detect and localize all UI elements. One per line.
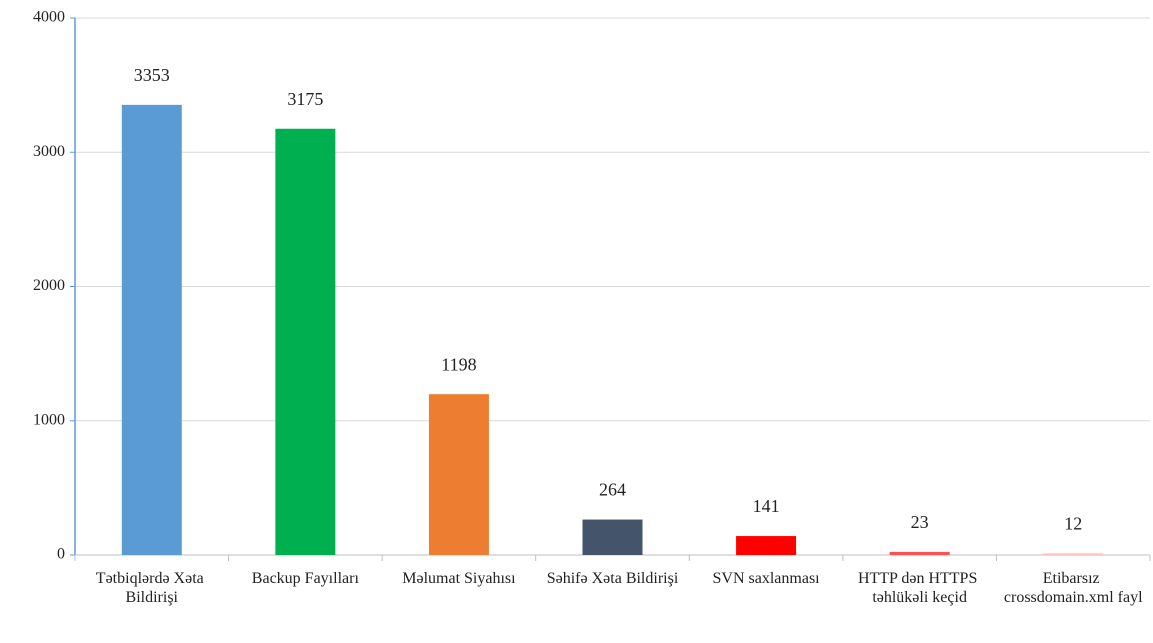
data-label: 23 bbox=[911, 512, 929, 532]
x-tick-label: Səhifə Xəta Bildirişi bbox=[547, 570, 679, 587]
bar bbox=[275, 128, 336, 555]
y-tick-label: 0 bbox=[57, 546, 65, 563]
bar bbox=[889, 551, 950, 555]
bar bbox=[121, 104, 182, 556]
x-tick-label: Backup Fayılları bbox=[252, 570, 360, 587]
y-tick-label: 3000 bbox=[33, 143, 65, 160]
data-label: 12 bbox=[1064, 514, 1082, 534]
x-tick-label: Məlumat Siyahısı bbox=[402, 570, 516, 587]
data-label: 3353 bbox=[134, 65, 170, 85]
bar bbox=[1043, 553, 1104, 555]
data-label: 264 bbox=[599, 480, 626, 500]
bar bbox=[582, 519, 643, 555]
bar bbox=[736, 536, 797, 555]
x-tick-label: SVN saxlanması bbox=[713, 570, 821, 587]
x-tick-label: Tətbiqlərdə Xəta Bildirişi bbox=[96, 570, 208, 606]
data-label: 3175 bbox=[287, 89, 323, 109]
bar bbox=[428, 394, 489, 555]
y-tick-label: 2000 bbox=[33, 277, 65, 294]
y-tick-label: 1000 bbox=[33, 411, 65, 428]
data-label: 141 bbox=[753, 496, 780, 516]
y-tick-label: 4000 bbox=[33, 9, 65, 26]
data-label: 1198 bbox=[441, 354, 476, 374]
x-tick-label: Etibarsız crossdomain.xml fayl bbox=[1004, 570, 1143, 606]
x-tick-label: HTTP dən HTTPS təhlükəli keçid bbox=[858, 570, 981, 606]
